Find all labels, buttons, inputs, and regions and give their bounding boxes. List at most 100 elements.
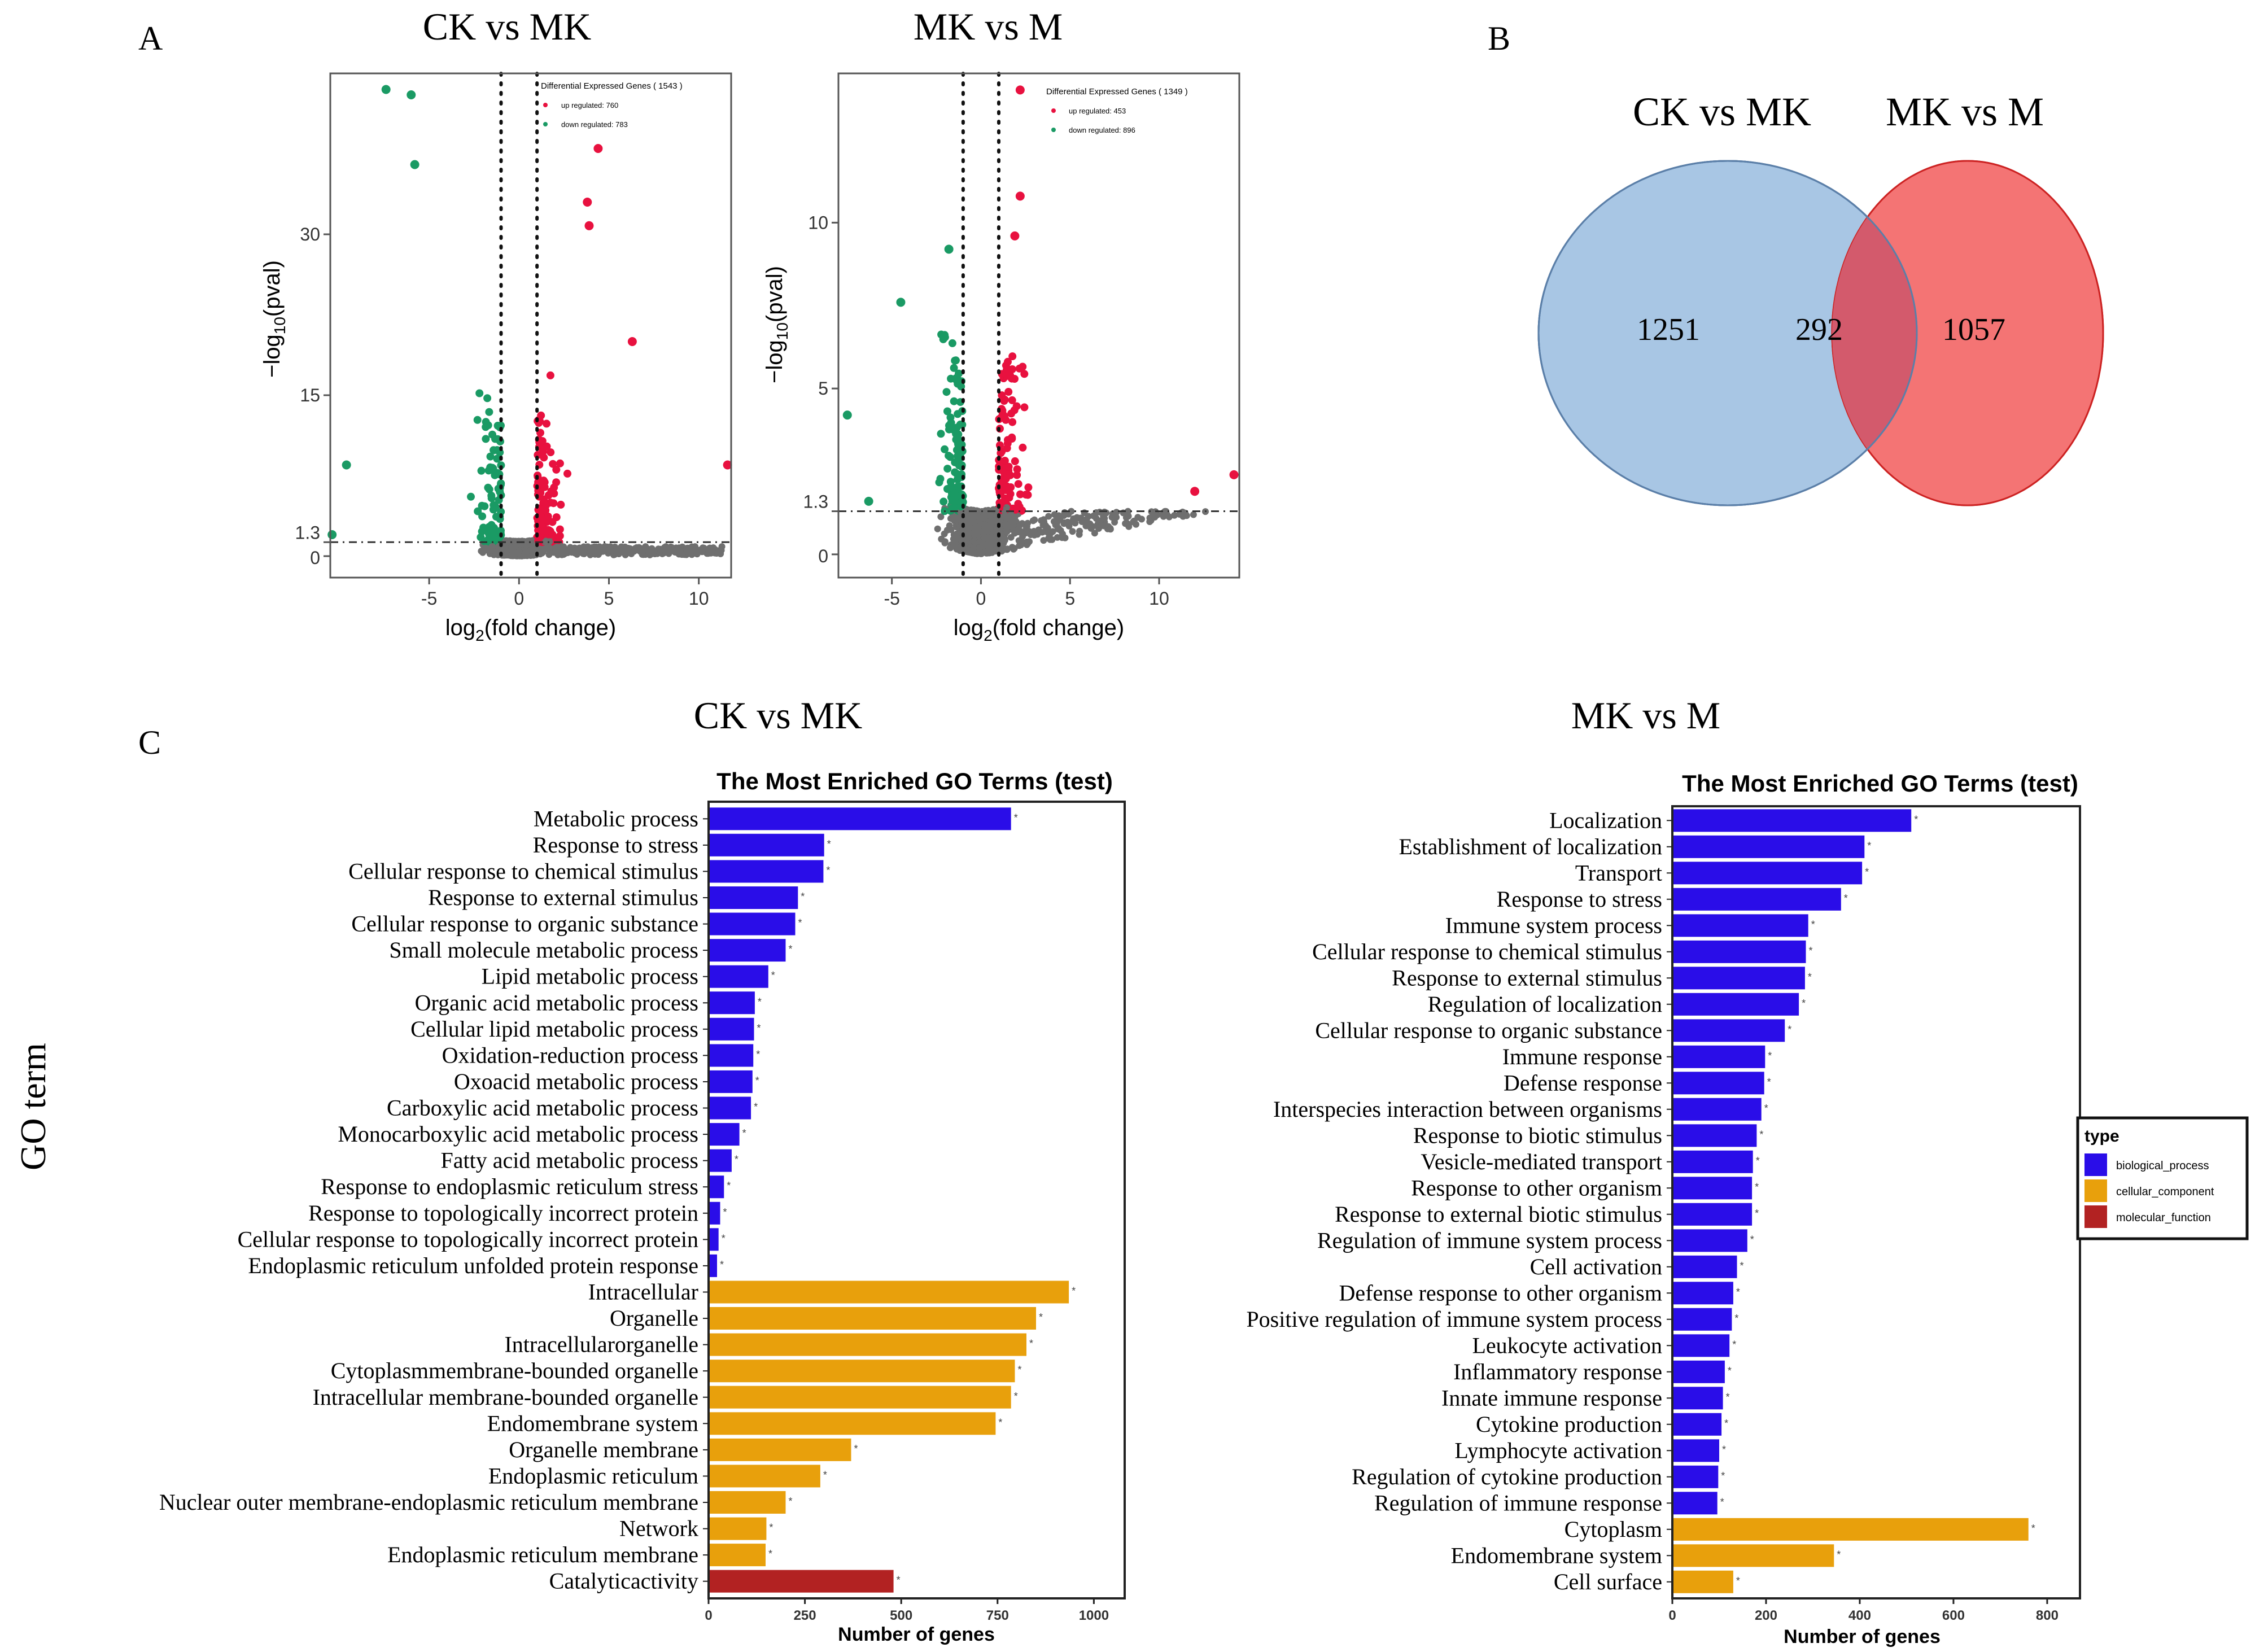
- go-bar-significance-marker: *: [826, 864, 830, 876]
- go-header: MK vs M: [1571, 694, 1721, 737]
- go-bar: [1672, 1544, 1834, 1567]
- volcano-point-nonsig: [969, 516, 977, 523]
- go-term-label: Innate immune response: [1441, 1385, 1662, 1410]
- y-tick-label: 0: [818, 546, 828, 566]
- venn-count-left-only: 1251: [1637, 312, 1700, 347]
- go-term-label: Response to endoplasmic reticulum stress: [321, 1174, 698, 1199]
- volcano-point-down: [948, 339, 956, 347]
- go-term-label: Intracellular membrane-bounded organelle: [313, 1384, 698, 1410]
- go-bar: [709, 1386, 1011, 1409]
- volcano-point-nonsig: [542, 538, 549, 545]
- go-term-label: Intracellular: [588, 1279, 698, 1305]
- volcano-point-down: [489, 505, 497, 514]
- volcano-point-nonsig: [1150, 513, 1157, 520]
- go-bar: [1672, 1282, 1733, 1305]
- go-bar-chart-ck-vs-mk: CK vs MK The Most Enriched GO Terms (tes…: [159, 694, 1126, 1645]
- volcano-point-nonsig: [962, 536, 969, 544]
- volcano-point-nonsig: [678, 550, 685, 558]
- volcano-point-down: [951, 356, 959, 365]
- go-term-label: Response to biotic stimulus: [1413, 1122, 1662, 1148]
- volcano-point-down: [864, 496, 873, 506]
- volcano-point-down: [948, 484, 956, 492]
- volcano-point-down: [956, 420, 964, 429]
- go-term-label: Nuclear outer membrane-endoplasmic retic…: [159, 1489, 698, 1515]
- go-term-label: Organelle membrane: [509, 1437, 698, 1462]
- go-x-tick-label: 500: [890, 1608, 912, 1623]
- go-bar-significance-marker: *: [1867, 840, 1871, 851]
- volcano-point-up: [1008, 418, 1017, 426]
- venn-set-label-left: CK vs MK: [1633, 89, 1811, 134]
- go-bar-significance-marker: *: [742, 1127, 746, 1139]
- volcano-point-nonsig: [960, 518, 967, 525]
- go-bar-significance-marker: *: [1837, 1549, 1841, 1560]
- go-bar: [709, 1044, 754, 1067]
- volcano-point-nonsig: [1133, 521, 1139, 528]
- volcano-point-up: [552, 513, 561, 522]
- volcano-point-down: [954, 482, 963, 490]
- go-term-label: Interspecies interaction between organis…: [1273, 1096, 1662, 1122]
- legend-swatch-biological-process: [2084, 1153, 2107, 1176]
- go-bar-significance-marker: *: [1072, 1286, 1076, 1297]
- go-chart-title: The Most Enriched GO Terms (test): [1682, 770, 2078, 797]
- go-bar-significance-marker: *: [789, 1496, 793, 1507]
- volcano-point-nonsig: [1076, 531, 1083, 538]
- volcano-threshold-lines: [330, 72, 731, 579]
- go-bar-significance-marker: *: [1788, 1024, 1791, 1035]
- volcano-point-nonsig: [672, 549, 679, 556]
- volcano-point-nonsig: [596, 543, 603, 550]
- volcano-point-nonsig: [1100, 514, 1107, 522]
- go-bar-significance-marker: *: [1755, 1181, 1759, 1192]
- go-term-label: Vesicle-mediated transport: [1421, 1149, 1662, 1174]
- go-frame: [707, 801, 1126, 1599]
- go-bar: [1672, 1072, 1764, 1095]
- volcano-point-down: [949, 496, 957, 504]
- go-bars: * * * * * * * * * * * * * * * * * * * * * * * * * * * * * *: [709, 807, 1076, 1593]
- go-bar: [709, 1254, 717, 1277]
- volcano-point-nonsig: [964, 531, 971, 538]
- go-term-label: Defense response: [1504, 1070, 1662, 1095]
- go-term-label: Regulation of immune response: [1374, 1490, 1662, 1515]
- volcano-point-nonsig: [560, 551, 567, 558]
- volcano-point-down: [490, 446, 498, 454]
- volcano-point-up: [1008, 396, 1016, 404]
- volcano-point-nonsig: [978, 515, 985, 522]
- volcano-point-up: [1008, 435, 1016, 443]
- go-term-label: Endoplasmic reticulum: [488, 1463, 698, 1488]
- volcano-point-down: [480, 502, 489, 510]
- volcano-point-down: [485, 408, 493, 416]
- go-bar-significance-marker: *: [1736, 1286, 1740, 1297]
- volcano-point-nonsig: [987, 543, 994, 550]
- volcano-point-down: [483, 394, 492, 403]
- go-term-label: Regulation of localization: [1428, 991, 1662, 1017]
- volcano-point-down: [486, 452, 495, 461]
- volcano-point-nonsig: [1019, 532, 1026, 540]
- go-term-axis-label: GO term: [13, 1043, 53, 1170]
- volcano-point-up: [563, 469, 571, 478]
- go-term-label: Intracellularorganelle: [504, 1332, 698, 1357]
- go-bar-significance-marker: *: [754, 1102, 758, 1113]
- volcano-point-nonsig: [1068, 508, 1075, 515]
- volcano-point-up: [1022, 491, 1030, 499]
- volcano-point-up: [1015, 85, 1025, 95]
- go-bar: [1672, 1518, 2029, 1541]
- volcano-point-nonsig: [946, 522, 953, 529]
- go-bar-significance-marker: *: [769, 1522, 773, 1533]
- go-bar: [1672, 835, 1865, 858]
- go-bar: [1672, 1360, 1725, 1383]
- go-bar: [1672, 1177, 1753, 1200]
- y-tick-label: 30: [300, 224, 320, 244]
- go-term-label: Transport: [1575, 860, 1662, 885]
- go-bar: [1672, 1019, 1785, 1042]
- go-term-label: Cellular response to chemical stimulus: [1312, 939, 1662, 964]
- go-term-label: Oxoacid metabolic process: [454, 1069, 698, 1094]
- volcano-point-up: [627, 337, 637, 346]
- go-term-label: Leukocyte activation: [1472, 1332, 1662, 1358]
- volcano-point-down: [946, 453, 954, 461]
- y-tick-label: 0: [310, 548, 320, 568]
- volcano-point-nonsig: [1011, 513, 1019, 521]
- volcano-point-nonsig: [1138, 515, 1145, 523]
- volcano-point-down: [410, 160, 419, 169]
- volcano-point-nonsig: [685, 549, 692, 557]
- volcano-point-up: [1012, 505, 1020, 514]
- go-bar-significance-marker: *: [1767, 1076, 1771, 1087]
